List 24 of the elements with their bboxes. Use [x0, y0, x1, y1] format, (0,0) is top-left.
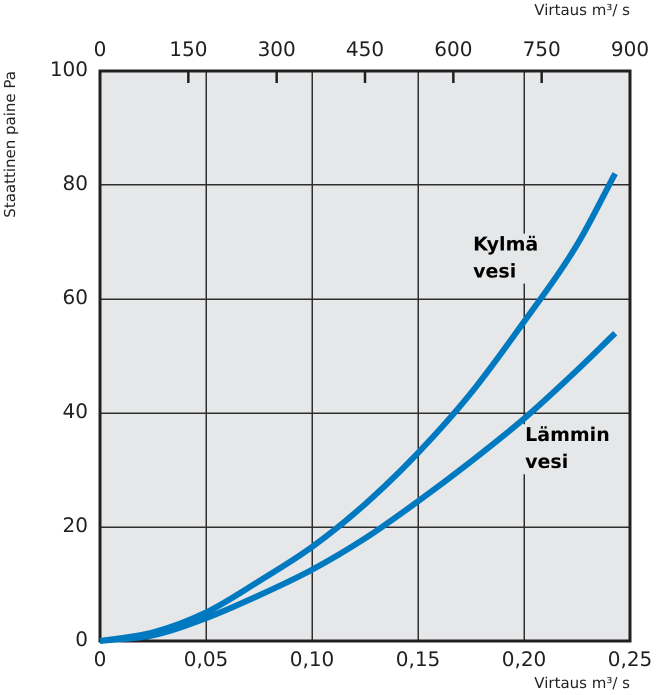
- series-label: Kylmä vesi: [473, 234, 538, 283]
- y-tick-label: 40: [62, 399, 88, 424]
- x-tick-label: 0,25: [608, 647, 652, 672]
- x-tick-label: 0: [94, 647, 106, 672]
- x-tick-label: 0,15: [396, 647, 440, 672]
- x2-tick-label: 900: [610, 37, 650, 62]
- y-axis-title: Staattinen paine Pa: [0, 71, 19, 218]
- y-tick-label: 100: [50, 57, 88, 82]
- y-tick-label: 60: [62, 285, 88, 310]
- y-tick-label: 80: [62, 171, 88, 196]
- x2-tick-label: 300: [258, 37, 296, 62]
- x2-axis-title: Virtaus m³/ s: [534, 0, 630, 19]
- series-label: Lämmin vesi: [525, 424, 610, 474]
- x-axis-title: Virtaus m³/ s: [534, 674, 630, 692]
- x-tick-label: 0,05: [184, 647, 228, 672]
- x2-tick-label: 750: [522, 37, 561, 62]
- x2-tick-label: 0: [94, 37, 106, 62]
- x2-tick-label: 600: [434, 37, 472, 62]
- y-tick-label: 0: [75, 627, 88, 652]
- y-tick-label: 20: [62, 513, 88, 538]
- x2-tick-label: 150: [169, 37, 208, 62]
- x-tick-label: 0,20: [502, 647, 546, 672]
- x-tick-label: 0,10: [290, 647, 334, 672]
- x2-tick-label: 450: [346, 37, 384, 62]
